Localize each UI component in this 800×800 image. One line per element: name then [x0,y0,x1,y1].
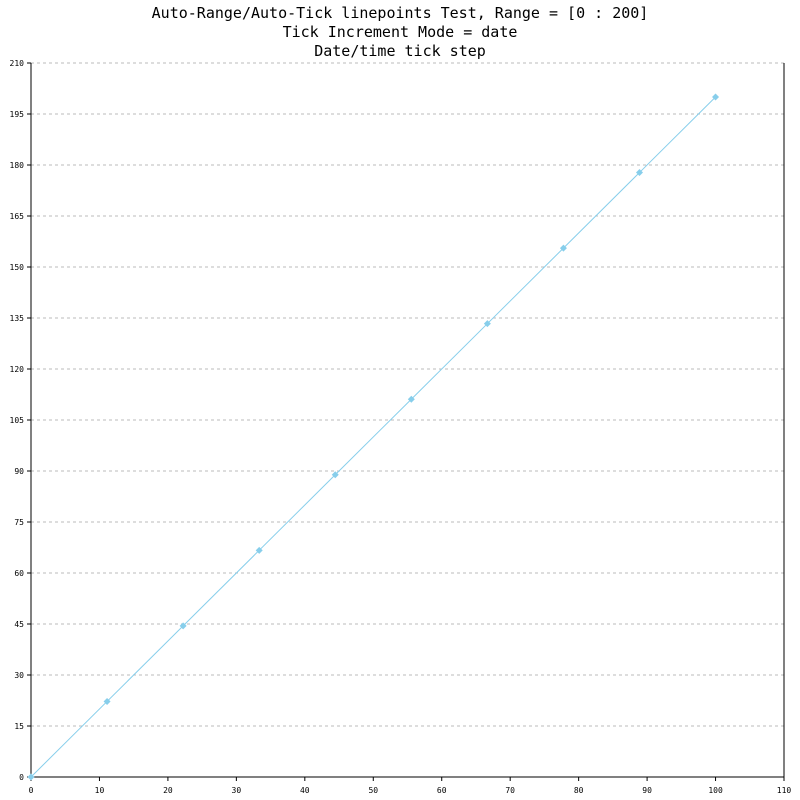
y-tick-label: 120 [10,365,25,374]
y-tick-label: 195 [10,110,25,119]
x-tick-label: 10 [95,786,105,795]
y-tick-label: 45 [14,620,24,629]
y-tick-label: 180 [10,161,25,170]
x-tick-label: 100 [708,786,723,795]
x-tick-label: 0 [29,786,34,795]
x-tick-label: 90 [642,786,652,795]
chart-title: Auto-Range/Auto-Tick linepoints Test, Ra… [152,4,649,22]
point [712,93,720,101]
point [635,169,643,177]
y-tick-label: 30 [14,671,24,680]
x-tick-label: 60 [437,786,447,795]
x-tick-label: 70 [505,786,515,795]
y-tick-label: 15 [14,722,24,731]
point [27,773,35,781]
x-tick-label: 20 [163,786,173,795]
y-tick-label: 105 [10,416,25,425]
y-tick-label: 75 [14,518,24,527]
point [331,471,339,479]
y-tick-label: 90 [14,467,24,476]
point [483,320,491,328]
point [179,622,187,630]
y-tick-label: 210 [10,59,25,68]
x-tick-label: 50 [368,786,378,795]
point [407,395,415,403]
point [255,546,263,554]
point [559,244,567,252]
y-tick-label: 60 [14,569,24,578]
chart-title: Date/time tick step [314,42,486,60]
x-tick-label: 30 [232,786,242,795]
x-tick-label: 40 [300,786,310,795]
y-tick-label: 135 [10,314,25,323]
line [30,96,716,778]
x-tick-label: 80 [574,786,584,795]
chart-title: Tick Increment Mode = date [283,23,518,41]
point [103,697,111,705]
y-tick-label: 0 [19,773,24,782]
y-tick-label: 165 [10,212,25,221]
y-tick-label: 150 [10,263,25,272]
x-tick-label: 110 [777,786,792,795]
